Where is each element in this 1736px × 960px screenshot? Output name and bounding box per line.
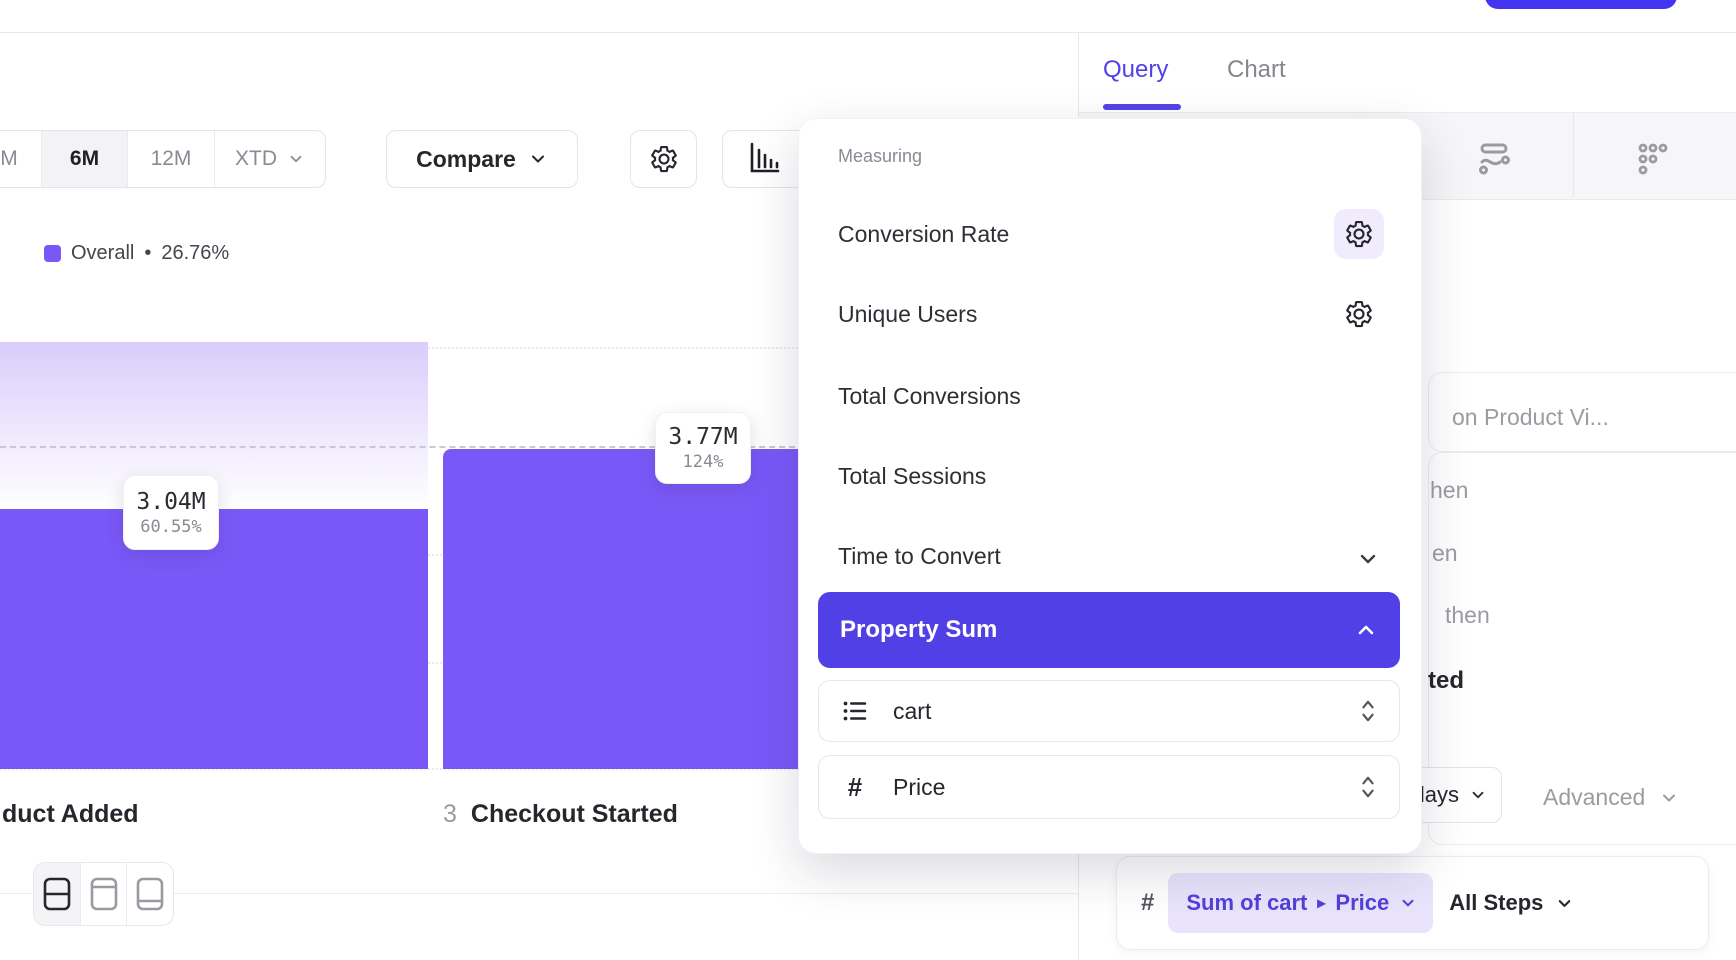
flow-squiggle-icon (1479, 143, 1510, 175)
step-row-fragment: then (1445, 602, 1490, 628)
gridline (0, 347, 1078, 349)
tooltip-conversion: 124% (682, 452, 724, 472)
bar-chart-icon (750, 142, 780, 173)
chevron-up-icon (1358, 625, 1374, 635)
property-sum-label: Property Sum (840, 616, 998, 643)
top-divider (0, 32, 1736, 33)
flow-view-button[interactable] (1472, 136, 1516, 180)
step-label-checkout-started: 3 Checkout Started (443, 800, 678, 829)
funnel-layout-toggle (33, 862, 174, 926)
range-1m-button[interactable]: M (0, 131, 42, 187)
gear-hover-background (1334, 209, 1384, 259)
legend-series-label: Overall (71, 242, 135, 264)
legend-value: 26.76% (161, 242, 230, 264)
tab-chart[interactable]: Chart (1227, 56, 1286, 83)
tab-query[interactable]: Query (1103, 56, 1169, 83)
chevron-down-icon (1663, 794, 1676, 801)
menu-item-time-to-convert[interactable]: Time to Convert (838, 543, 1001, 569)
step-label-product-added: duct Added (2, 800, 139, 829)
chart-footer-divider (0, 893, 1078, 894)
active-tab-underline (1103, 104, 1181, 110)
layout-split-rows-button[interactable] (34, 863, 81, 925)
layout-bottom-band-button[interactable] (127, 863, 173, 925)
time-range-control: M 6M 12M XTD (0, 130, 326, 188)
chevron-up-down-icon (1362, 700, 1374, 722)
all-steps-dropdown[interactable]: All Steps (1449, 890, 1574, 916)
gear-icon (1346, 300, 1372, 328)
gear-icon (1346, 220, 1372, 248)
all-steps-label: All Steps (1449, 890, 1544, 915)
chart-settings-button[interactable] (630, 130, 697, 188)
menu-item-total-sessions[interactable]: Total Sessions (838, 463, 987, 489)
legend-color-chip (44, 245, 61, 262)
value-tooltip-product-added: 3.04M 60.55% (123, 475, 219, 550)
compare-button[interactable]: Compare (386, 130, 578, 188)
legend: Overall • 26.76% (44, 242, 229, 265)
chevron-down-icon (1472, 791, 1484, 799)
breadcrumb-arrow-icon: ▸ (1317, 895, 1326, 912)
range-xtd-label: XTD (235, 147, 277, 170)
layout-top-band-button[interactable] (81, 863, 128, 925)
event-selector[interactable]: cart (818, 680, 1400, 742)
time-to-convert-expand-button[interactable] (1354, 545, 1382, 573)
chevron-down-icon (1559, 899, 1571, 907)
range-12m-button[interactable]: 12M (128, 131, 215, 187)
range-xtd-button[interactable]: XTD (215, 131, 325, 187)
chevron-down-icon (290, 155, 302, 163)
step-number: 3 (443, 800, 457, 828)
layout-bottom-band-icon (136, 877, 164, 911)
panel-toolbar-divider (1573, 113, 1574, 197)
layout-split-rows-icon (43, 877, 71, 911)
numeric-type-icon: # (1141, 889, 1155, 916)
tooltip-value: 3.04M (136, 488, 206, 515)
chevron-down-icon (531, 155, 544, 163)
primary-action-button[interactable] (1485, 0, 1677, 9)
chevron-down-icon (1360, 554, 1376, 564)
step-card-text-fragment: on Product Vi... (1452, 404, 1609, 430)
menu-item-conversion-rate[interactable]: Conversion Rate (838, 221, 1010, 247)
measurement-footer-card: # Sum of cart ▸ Price All Steps (1116, 856, 1709, 950)
step-name: duct Added (2, 800, 139, 828)
layout-top-band-icon (90, 877, 117, 911)
measured-property-dropdown[interactable]: Sum of cart ▸ Price (1168, 873, 1434, 933)
list-icon (843, 701, 867, 721)
chevron-up-down-icon (1362, 776, 1374, 798)
event-selector-value: cart (893, 697, 932, 724)
value-tooltip-checkout-started: 3.77M 124% (655, 412, 751, 484)
funnel-step-card-collapsed[interactable] (1428, 372, 1736, 452)
advanced-label: Advanced (1543, 784, 1646, 810)
funnel-bar-product-added[interactable] (0, 509, 428, 769)
compare-label: Compare (416, 145, 516, 172)
unique-users-settings-button[interactable] (1343, 298, 1375, 330)
chevron-down-icon (1402, 899, 1414, 907)
property-label: Price (1335, 890, 1390, 915)
property-selector[interactable]: # Price (818, 755, 1400, 819)
tooltip-value: 3.77M (668, 424, 738, 450)
step-row-fragment: hen (1430, 477, 1469, 503)
chart-type-button[interactable] (722, 130, 808, 188)
reference-dashed-line (0, 446, 885, 448)
step-row-fragment: en (1432, 540, 1458, 566)
dots-grid-icon (1638, 143, 1668, 175)
conversion-rate-settings-button[interactable] (1343, 218, 1375, 250)
step-row-fragment-highlight: ted (1428, 667, 1464, 694)
hash-icon: # (847, 771, 863, 802)
gear-icon (650, 145, 677, 173)
menu-item-property-sum-selected[interactable]: Property Sum (818, 592, 1400, 668)
more-apps-button[interactable] (1630, 136, 1674, 180)
measuring-header: Measuring (838, 146, 923, 166)
measure-label: Sum of cart (1186, 890, 1308, 915)
conversion-window-label: lays (1419, 782, 1459, 807)
legend-separator: • (144, 242, 152, 264)
step-name: Checkout Started (470, 800, 678, 828)
tooltip-conversion: 60.55% (140, 516, 202, 537)
advanced-toggle[interactable]: Advanced (1543, 784, 1679, 811)
property-selector-value: Price (893, 773, 946, 800)
range-6m-button[interactable]: 6M (42, 131, 128, 187)
menu-item-total-conversions[interactable]: Total Conversions (838, 383, 1021, 409)
menu-item-unique-users[interactable]: Unique Users (838, 301, 978, 327)
gridline (0, 768, 1078, 770)
